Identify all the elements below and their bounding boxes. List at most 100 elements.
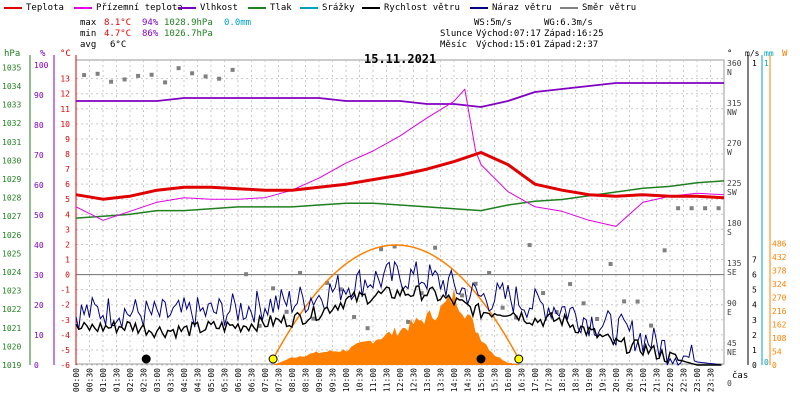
w-tick-label: 108 [772,334,787,343]
hpa-tick-label: 1028 [2,194,21,203]
pct-tick-label: 0 [34,361,39,370]
wind-direction-dot [676,206,681,211]
wind-direction-dot [433,245,438,250]
dir-name-label: NE [727,348,737,357]
legend-label: Přízemní teplota [96,3,183,13]
wind-direction-dot [460,293,465,298]
sun-marker [514,354,524,364]
stat-min-press: 1026.7hPa [164,29,213,39]
x-tick-label: 20:00 [612,368,621,392]
wind-direction-dot [649,323,654,328]
legend-vlhkost: Vlhkost [178,3,238,13]
chart-title-date: 15.11.2021 [364,52,437,66]
wind-direction-dot [298,270,303,275]
legend-label: Náraz větru [492,3,552,13]
w-tick-label: 54 [772,348,782,357]
wind-direction-dot [176,66,181,71]
x-tick-label: 16:00 [504,368,513,392]
degc-tick-label: -4 [60,331,70,340]
dir-tick-label: 315 [727,99,742,108]
x-tick-label: 09:30 [329,368,338,392]
wind-direction-dot [352,315,357,320]
stat-max-hum: 94% [142,18,159,28]
dir-tick-label: 90 [727,299,737,308]
pct-tick-label: 20 [34,301,44,310]
ms-tick-label: 1 [752,59,757,68]
ms-axis-label: m/s [745,49,760,58]
x-tick-label: 19:00 [585,368,594,392]
ms-tick-label: 5 [752,286,757,295]
degc-tick-label: -1 [60,286,70,295]
x-tick-label: 15:30 [491,368,500,392]
x-tick-label: 15:00 [477,368,486,392]
wind-gust-info: WG:6.3m/s [544,18,593,28]
pct-tick-label: 100 [34,61,49,70]
x-tick-label: 02:30 [140,368,149,392]
x-tick-label: 11:30 [383,368,392,392]
wind-direction-dot [311,316,316,321]
w-tick-label: 378 [772,267,787,276]
x-tick-label: 03:30 [167,368,176,392]
wind-direction-dot [662,248,667,253]
mm-tick-label: 1 [764,59,769,68]
legend-tlak: Tlak [248,3,292,13]
hpa-tick-label: 1033 [2,101,21,110]
x-tick-label: 07:30 [275,368,284,392]
x-tick-label: 18:30 [572,368,581,392]
x-tick-label: 20:30 [626,368,635,392]
dir-name-label: W [727,148,732,157]
wind-direction-dot [203,74,208,79]
legend-srazky: Srážky [300,3,355,13]
dir-tick-label: 270 [727,139,742,148]
x-tick-label: 21:00 [639,368,648,392]
degc-tick-label: 13 [60,75,70,84]
degc-tick-label: 6 [65,180,70,189]
wind-direction-dot [82,73,87,78]
degc-tick-label: 10 [60,120,70,129]
wind-direction-dot [163,80,168,85]
ms-tick-label: 2 [752,331,757,340]
sun-rise: Východ:07:17 [476,29,542,39]
hpa-tick-label: 1035 [2,63,21,72]
moon-marker [476,354,486,364]
pct-tick-label: 70 [34,151,44,160]
hpa-tick-label: 1022 [2,305,21,314]
x-tick-label: 03:00 [153,368,162,392]
hpa-tick-label: 1025 [2,249,21,258]
sun-label: Slunce [440,29,473,39]
x-tick-label: 18:00 [558,368,567,392]
wind-direction-dot [635,299,640,304]
ground-temperature-line [75,88,725,227]
sun-marker [268,354,278,364]
stat-avg-label: avg [80,40,97,50]
legend-label: Teplota [26,3,64,13]
x-tick-label: 10:00 [342,368,351,392]
wind-direction-dot [419,291,424,296]
wind-speed-line [75,285,722,366]
wind-direction-dot [608,261,613,266]
degc-tick-label: 5 [65,195,70,204]
wind-direction-dot [622,299,627,304]
x-tick-label: 04:30 [194,368,203,392]
degc-tick-label: -5 [60,346,70,355]
x-tick-label: 13:00 [423,368,432,392]
legend-label: Vlhkost [200,3,238,13]
temperature-line [75,151,725,201]
gust-line [75,260,722,366]
stat-max-temp: 8.1°C [104,18,132,28]
hpa-tick-label: 1029 [2,175,21,184]
wind-direction-dot [230,67,235,72]
legend-label: Směr větru [582,3,637,13]
hpa-tick-label: 1024 [2,268,21,277]
wind-direction-dot [149,72,154,77]
stat-min-label: min [80,29,97,39]
dir-tick-label: 0 [727,379,732,388]
w-tick-label: 216 [772,307,787,316]
x-tick-label: 11:00 [369,368,378,392]
x-tick-label: 22:30 [680,368,689,392]
wind-direction-dot [122,77,127,82]
legend-teplota: Teplota [4,3,64,13]
w-tick-label: 162 [772,321,787,330]
dir-name-label: NW [727,108,737,117]
dir-name-label: E [727,308,732,317]
